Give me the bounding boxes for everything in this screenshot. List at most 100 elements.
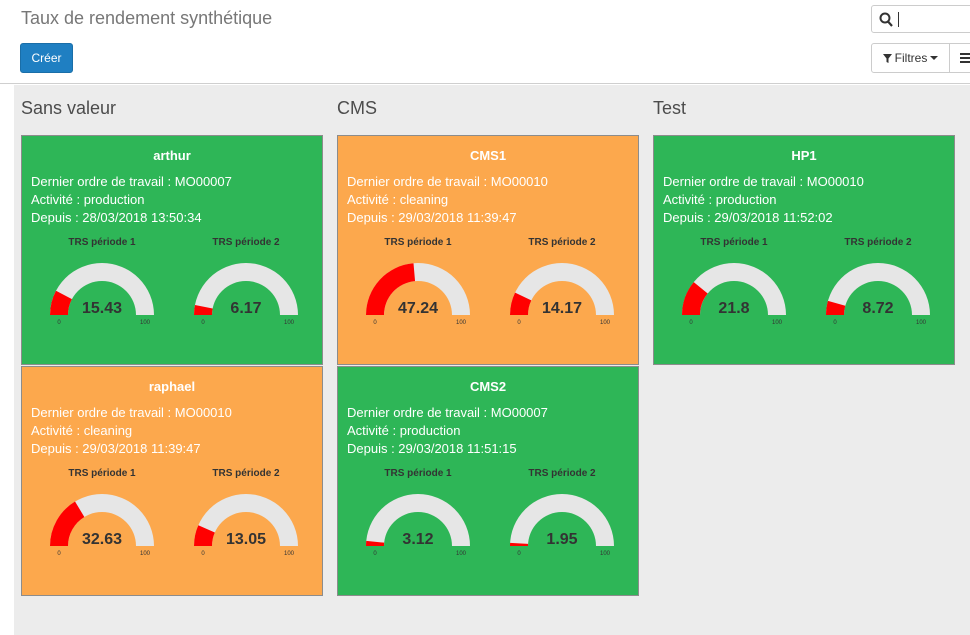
- kanban-card-cms1[interactable]: CMS1 Dernier ordre de travail : MO00010 …: [337, 135, 639, 365]
- gauge-max-label: 100: [456, 320, 467, 326]
- gauge-value: 14.17: [542, 300, 582, 317]
- gauge-fill: [50, 501, 85, 546]
- since: Depuis : 29/03/2018 11:39:47: [347, 210, 517, 225]
- card-title: CMS1: [469, 148, 507, 163]
- card-title: raphael: [148, 379, 196, 394]
- gauge-chart: 14.17 0 100: [510, 263, 614, 326]
- gauge-trs-period-2: 1.95 0 100 TRS période 2: [502, 466, 622, 562]
- since: Depuis : 29/03/2018 11:52:02: [663, 210, 833, 225]
- gauge-track: [50, 263, 154, 315]
- gauge-min-label: 0: [833, 320, 837, 326]
- kanban-card-cms2[interactable]: CMS2 Dernier ordre de travail : MO00007 …: [337, 366, 639, 596]
- gauge-max-label: 100: [140, 551, 151, 557]
- since: Depuis : 29/03/2018 11:39:47: [31, 441, 201, 456]
- gauge-label: TRS période 1: [700, 237, 768, 248]
- gauge-max-label: 100: [284, 320, 295, 326]
- gauge-label: TRS période 2: [844, 237, 912, 248]
- gauge-value: 8.72: [862, 300, 893, 317]
- gauge-chart: 47.24 0 100: [366, 263, 470, 326]
- gauge-label: TRS période 2: [212, 237, 280, 248]
- gauge-trs-period-1: 21.8 0 100 TRS période 1: [674, 235, 794, 331]
- gauge-label: TRS période 1: [384, 237, 452, 248]
- gauge-track: [366, 494, 470, 546]
- gauge-fill: [510, 292, 532, 315]
- gauge-chart: 15.43 0 100: [50, 263, 154, 326]
- gauge-trs-period-2: 6.17 0 100 TRS période 2: [186, 235, 306, 331]
- gauge-trs-period-2: 13.05 0 100 TRS période 2: [186, 466, 306, 562]
- since: Depuis : 28/03/2018 13:50:34: [31, 210, 202, 225]
- gauge-min-label: 0: [689, 320, 693, 326]
- page-title: Taux de rendement synthétique: [21, 8, 273, 28]
- gauge-trs-period-1: 32.63 0 100 TRS période 1: [42, 466, 162, 562]
- gauge-label: TRS période 1: [384, 468, 452, 479]
- gauge-track: [194, 494, 298, 546]
- gauge-trs-period-1: 15.43 0 100 TRS période 1: [42, 235, 162, 331]
- gauge-min-label: 0: [373, 551, 377, 557]
- gauge-fill: [194, 525, 215, 546]
- filters-label: Filtres: [894, 51, 928, 65]
- gauge-max-label: 100: [140, 320, 151, 326]
- search-icon: [879, 12, 893, 27]
- gauge-trs-period-2: 8.72 0 100 TRS période 2: [818, 235, 938, 331]
- gauge-max-label: 100: [916, 320, 927, 326]
- gauge-max-label: 100: [600, 320, 611, 326]
- gauge-chart: 3.12 0 100: [366, 494, 470, 557]
- filters-button[interactable]: Filtres: [871, 43, 950, 73]
- kanban-card-hp1[interactable]: HP1 Dernier ordre de travail : MO00010 A…: [653, 135, 955, 365]
- kanban-column-test: Test HP1 Dernier ordre de travail : MO00…: [646, 85, 970, 635]
- gauge-label: TRS période 2: [528, 468, 596, 479]
- column-title: Test: [653, 98, 687, 118]
- gauge-chart: 1.95 0 100: [510, 494, 614, 557]
- gauge-fill: [50, 290, 72, 315]
- gauge-value: 1.95: [546, 531, 577, 548]
- gauge-min-label: 0: [517, 551, 521, 557]
- gauge-fill: [194, 304, 213, 315]
- gauge-min-label: 0: [57, 320, 61, 326]
- gauge-fill: [366, 540, 385, 546]
- gauge-min-label: 0: [201, 320, 205, 326]
- kanban-column-cms: CMS CMS1 Dernier ordre de travail : MO00…: [330, 85, 646, 635]
- kanban-card-raphael[interactable]: raphael Dernier ordre de travail : MO000…: [21, 366, 323, 596]
- gauge-max-label: 100: [772, 320, 783, 326]
- gauge-trs-period-1: 47.24 0 100 TRS période 1: [358, 235, 478, 331]
- gauge-min-label: 0: [201, 551, 205, 557]
- kanban-card-arthur[interactable]: arthur Dernier ordre de travail : MO0000…: [21, 135, 323, 365]
- gauge-value: 32.63: [82, 531, 122, 548]
- search-input[interactable]: [871, 5, 970, 33]
- gauge-track: [682, 263, 786, 315]
- gauge-max-label: 100: [284, 551, 295, 557]
- last-work-order: Dernier ordre de travail : MO00010: [31, 405, 232, 420]
- gauge-label: TRS période 1: [68, 237, 136, 248]
- create-button[interactable]: Créer: [20, 43, 73, 73]
- activity: Activité : production: [347, 423, 461, 438]
- activity: Activité : production: [31, 192, 145, 207]
- group-by-button[interactable]: [949, 43, 970, 73]
- kanban-column-sans-valeur: Sans valeur arthur Dernier ordre de trav…: [14, 85, 330, 635]
- gauge-label: TRS période 1: [68, 468, 136, 479]
- gauge-fill: [510, 542, 529, 546]
- gauge-fill: [682, 282, 708, 315]
- gauge-chart: 13.05 0 100: [194, 494, 298, 557]
- last-work-order: Dernier ordre de travail : MO00007: [31, 174, 232, 189]
- gauge-value: 13.05: [226, 531, 266, 548]
- gauge-value: 3.12: [402, 531, 433, 548]
- caret-down-icon: [930, 55, 939, 60]
- gauge-trs-period-2: 14.17 0 100 TRS période 2: [502, 235, 622, 331]
- last-work-order: Dernier ordre de travail : MO00010: [663, 174, 864, 189]
- card-title: HP1: [791, 148, 817, 163]
- column-title: Sans valeur: [21, 98, 117, 118]
- gauge-chart: 32.63 0 100: [50, 494, 154, 557]
- last-work-order: Dernier ordre de travail : MO00007: [347, 405, 548, 420]
- gauge-min-label: 0: [373, 320, 377, 326]
- gauge-trs-period-1: 3.12 0 100 TRS période 1: [358, 466, 478, 562]
- gauge-track: [826, 263, 930, 315]
- activity: Activité : cleaning: [347, 192, 449, 207]
- gauge-value: 47.24: [398, 300, 438, 317]
- gauge-track: [194, 263, 298, 315]
- control-panel: Taux de rendement synthétique Créer Filt…: [0, 0, 970, 84]
- card-title: arthur: [153, 148, 191, 163]
- gauge-value: 6.17: [230, 300, 261, 317]
- gauge-fill: [826, 300, 846, 315]
- gauge-value: 21.8: [718, 300, 749, 317]
- gauge-value: 15.43: [82, 300, 122, 317]
